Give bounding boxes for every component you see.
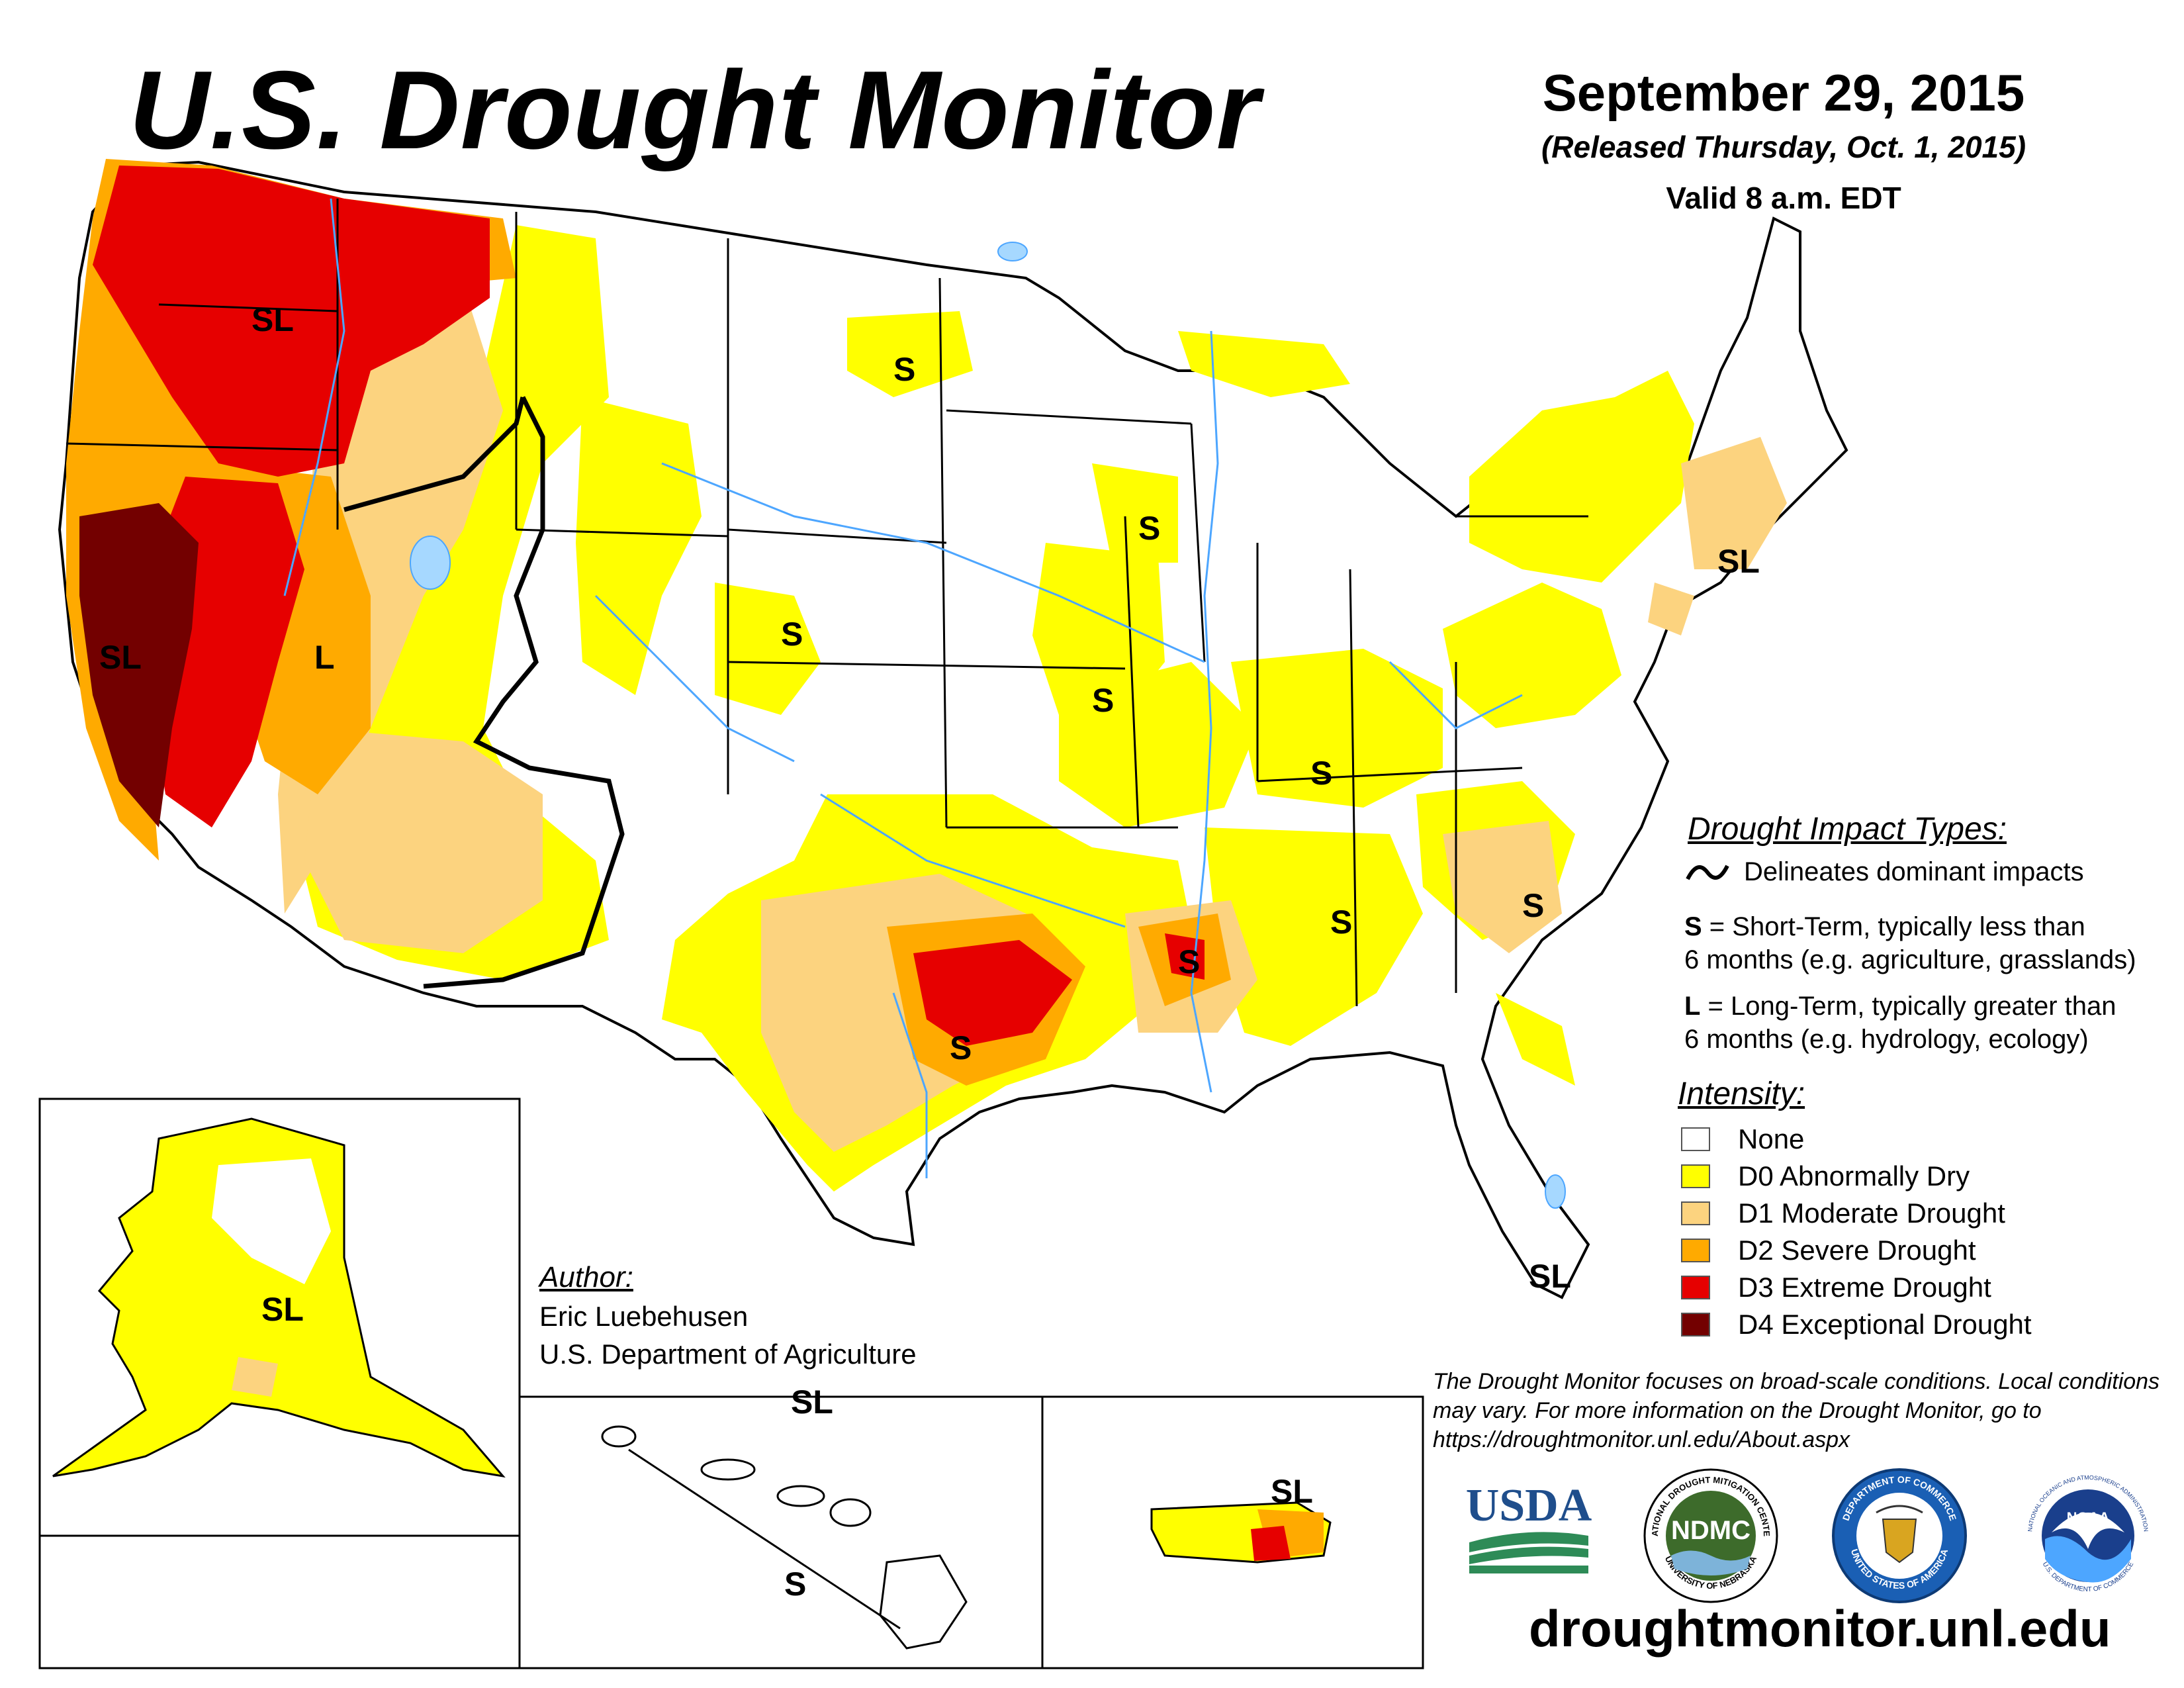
label-hawaii-top: SL xyxy=(791,1383,833,1421)
legend-item-d1: D1 Moderate Drought xyxy=(1681,1195,2005,1232)
label-florida: SL xyxy=(1529,1258,1571,1295)
label-california: SL xyxy=(99,639,142,676)
legend-swatch xyxy=(1681,1201,1710,1225)
disclaimer-text: The Drought Monitor focuses on broad-sca… xyxy=(1433,1367,2174,1454)
label-texas: S xyxy=(950,1029,972,1066)
label-north-dakota: S xyxy=(893,351,915,388)
delineates-label: Delineates dominant impacts xyxy=(1744,857,2084,887)
legend-swatch xyxy=(1681,1276,1710,1299)
long-term-definition: L = Long-Term, typically greater than 6 … xyxy=(1684,990,2116,1056)
puerto-rico-d3 xyxy=(1251,1526,1291,1561)
label-colorado-kansas: S xyxy=(781,616,803,653)
label-nevada: L xyxy=(314,639,335,676)
legend-label: D3 Extreme Drought xyxy=(1738,1272,1991,1303)
website-url[interactable]: droughtmonitor.unl.edu xyxy=(1529,1599,2111,1659)
legend-item-d2: D2 Severe Drought xyxy=(1681,1232,1976,1269)
legend-item-d4: D4 Exceptional Drought xyxy=(1681,1306,2032,1343)
long-term-line2: 6 months (e.g. hydrology, ecology) xyxy=(1684,1025,2089,1054)
label-new-york: SL xyxy=(1717,543,1760,580)
long-term-key: L xyxy=(1684,992,1700,1021)
legend-label: D2 Severe Drought xyxy=(1738,1235,1976,1266)
hawaii-inset-frame xyxy=(520,1397,1042,1668)
label-hawaii-bottom: S xyxy=(784,1566,806,1603)
impact-legend-title: Drought Impact Types: xyxy=(1688,811,2007,847)
label-south-carolina: S xyxy=(1522,887,1544,924)
author-name: Eric Luebehusen xyxy=(539,1301,748,1333)
short-term-key: S xyxy=(1684,912,1702,941)
svg-text:NDMC: NDMC xyxy=(1671,1516,1751,1545)
ndmc-logo: NATIONAL DROUGHT MITIGATION CENTER UNIVE… xyxy=(1641,1466,1780,1605)
delineate-row: Delineates dominant impacts xyxy=(1684,857,2084,887)
author-heading: Author: xyxy=(539,1261,633,1294)
legend-label: None xyxy=(1738,1123,1804,1155)
svg-text:NOAA: NOAA xyxy=(2067,1509,2110,1526)
noaa-logo: NATIONAL OCEANIC AND ATMOSPHERIC ADMINIS… xyxy=(2019,1466,2158,1605)
legend-label: D0 Abnormally Dry xyxy=(1738,1160,1970,1192)
label-alabama: S xyxy=(1330,904,1352,941)
label-puerto-rico: SL xyxy=(1271,1473,1313,1510)
short-term-line1: = Short-Term, typically less than xyxy=(1702,912,2085,941)
label-kentucky: S xyxy=(1310,755,1332,792)
label-iowa: S xyxy=(1138,510,1160,547)
long-term-line1: = Long-Term, typically greater than xyxy=(1700,992,2116,1021)
commerce-seal-logo: DEPARTMENT OF COMMERCE UNITED STATES OF … xyxy=(1830,1466,1969,1605)
label-pnw: SL xyxy=(251,301,294,338)
legend-swatch xyxy=(1681,1313,1710,1336)
legend-item-none: None xyxy=(1681,1121,1804,1158)
label-arkansas: S xyxy=(1178,943,1200,980)
legend-item-d0: D0 Abnormally Dry xyxy=(1681,1158,1970,1195)
legend-label: D4 Exceptional Drought xyxy=(1738,1309,2032,1340)
legend-swatch xyxy=(1681,1127,1710,1151)
intensity-legend-title: Intensity: xyxy=(1678,1076,1805,1112)
label-alaska: SL xyxy=(261,1291,304,1328)
legend-swatch xyxy=(1681,1239,1710,1262)
legend-item-d3: D3 Extreme Drought xyxy=(1681,1269,1991,1306)
author-org: U.S. Department of Agriculture xyxy=(539,1338,917,1370)
label-missouri: S xyxy=(1092,682,1114,719)
usda-logo: USDA xyxy=(1463,1479,1595,1579)
legend-swatch xyxy=(1681,1164,1710,1188)
alaska-d1 xyxy=(232,1357,278,1397)
alaska-aleutian-frame xyxy=(40,1536,520,1668)
svg-text:USDA: USDA xyxy=(1466,1480,1592,1531)
short-term-line2: 6 months (e.g. agriculture, grasslands) xyxy=(1684,945,2136,974)
short-term-definition: S = Short-Term, typically less than 6 mo… xyxy=(1684,910,2136,976)
legend-label: D1 Moderate Drought xyxy=(1738,1197,2005,1229)
delineation-line-icon xyxy=(1684,859,1731,886)
